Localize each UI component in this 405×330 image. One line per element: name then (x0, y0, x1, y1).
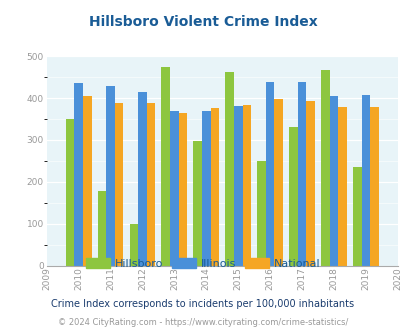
Bar (138, 92, 147, 266)
Bar (193, 141, 202, 266)
Bar (337, 107, 346, 266)
Bar (257, 161, 265, 266)
Text: © 2024 CityRating.com - https://www.cityrating.com/crime-statistics/: © 2024 CityRating.com - https://www.city… (58, 318, 347, 327)
Bar (225, 72, 233, 266)
Bar (265, 82, 274, 266)
Bar (66, 119, 74, 266)
Bar (210, 109, 219, 266)
Bar (242, 105, 251, 266)
Bar (147, 104, 155, 266)
Text: Hillsboro Violent Crime Index: Hillsboro Violent Crime Index (88, 15, 317, 29)
Bar (83, 96, 91, 266)
Bar (129, 224, 138, 266)
Legend: Hillsboro, Illinois, National: Hillsboro, Illinois, National (81, 254, 324, 273)
Bar (233, 106, 242, 266)
Bar (202, 112, 210, 266)
Text: Crime Index corresponds to incidents per 100,000 inhabitants: Crime Index corresponds to incidents per… (51, 299, 354, 309)
Bar (297, 82, 306, 266)
Bar (369, 107, 378, 266)
Bar (288, 126, 297, 266)
Bar (178, 113, 187, 266)
Bar (74, 83, 83, 266)
Bar (170, 111, 178, 266)
Bar (274, 99, 282, 266)
Bar (115, 104, 123, 266)
Bar (106, 86, 115, 266)
Bar (361, 95, 369, 266)
Bar (97, 191, 106, 266)
Bar (352, 167, 361, 266)
Bar (329, 96, 337, 266)
Bar (320, 70, 329, 266)
Bar (161, 67, 170, 266)
Bar (306, 101, 314, 266)
